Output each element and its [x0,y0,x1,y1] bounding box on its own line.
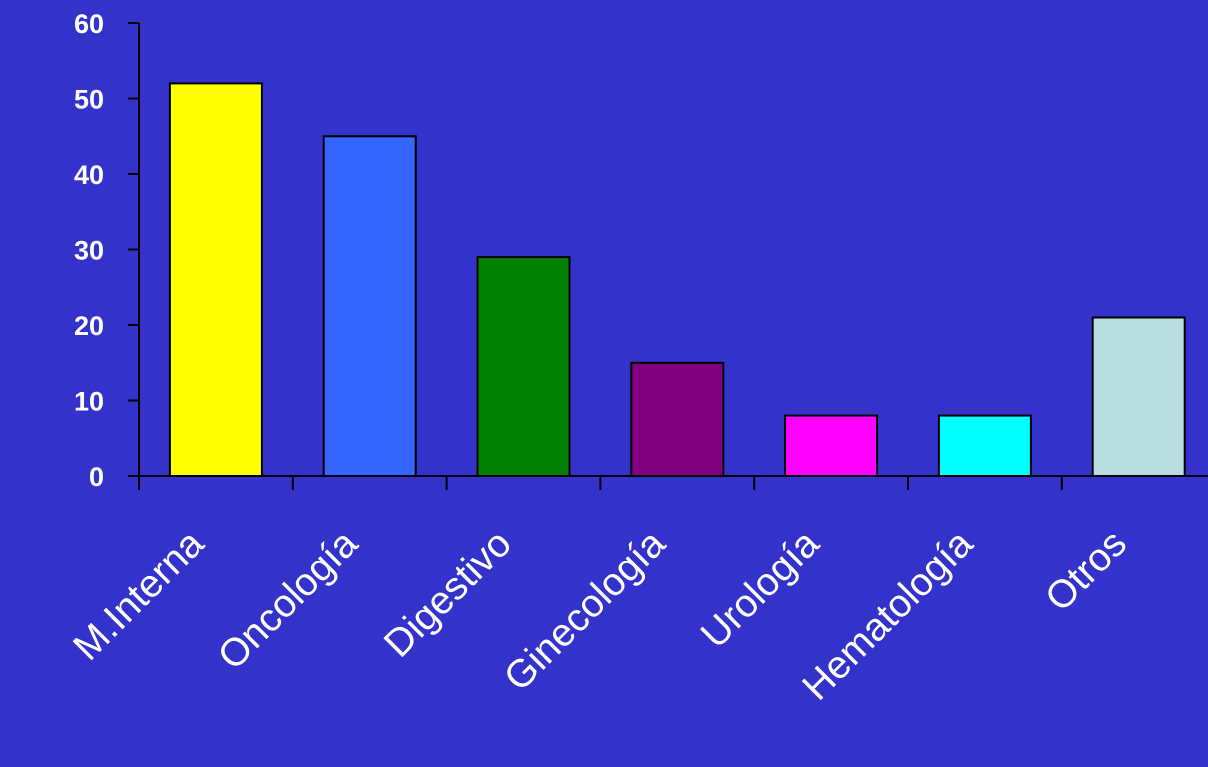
y-tick-label: 40 [74,160,104,190]
bar-hematolog-a [937,414,1032,478]
y-tick-label: 0 [89,462,104,492]
y-tick-label: 30 [74,236,104,266]
y-tick-label: 10 [74,387,104,417]
bar-digestivo [476,256,571,477]
bar-ginecolog-a [630,361,725,478]
bar-oncolog-a [322,135,417,478]
bars-group [168,82,1186,478]
bar-urolog-a [784,414,879,478]
y-ticks-group: 0 10 20 30 40 50 60 [74,9,139,492]
bar-otros [1091,316,1186,477]
y-tick-label: 50 [74,85,104,115]
bar-m-interna [168,82,263,478]
y-tick-label: 20 [74,311,104,341]
y-tick-label: 60 [74,9,104,39]
